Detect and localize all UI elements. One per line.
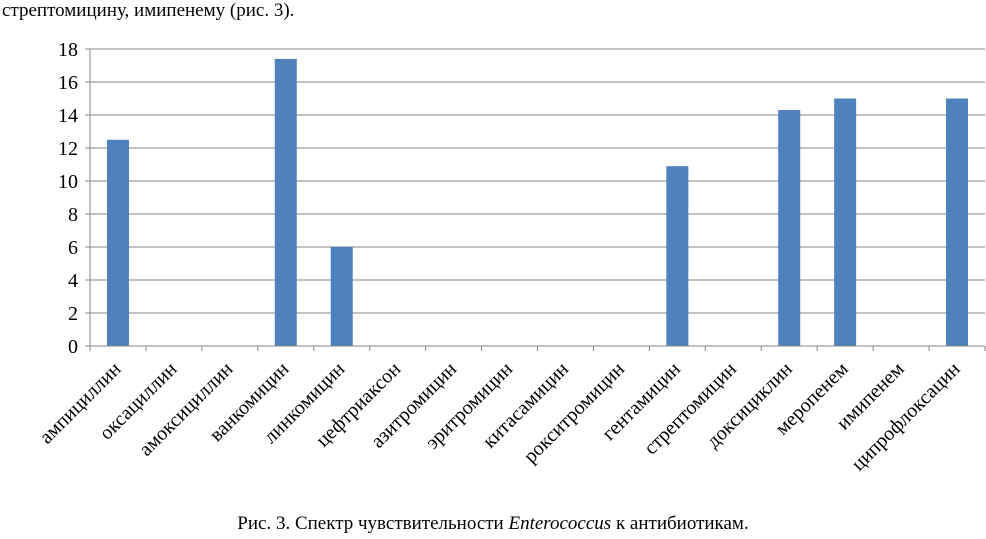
caption-suffix: к антибиотикам.: [611, 513, 749, 534]
gridlines: [90, 48, 985, 314]
x-tick-label: рокситромицин: [519, 358, 629, 468]
bar-chart: 0 2 4 6 8 10 12 14 16 18 ампициллиноксациллинамок…: [35, 39, 986, 476]
axes: [85, 48, 986, 351]
y-axis-tick-labels: 0 2 4 6 8 10 12 14 16 18: [58, 39, 78, 358]
y-tick-label: 2: [68, 303, 78, 325]
y-tick-label: 4: [68, 270, 78, 292]
y-tick-label: 10: [58, 171, 78, 193]
figure-caption: Рис. 3. Спектр чувствительности Enteroco…: [0, 513, 986, 535]
bar-16: [946, 98, 969, 346]
caption-italic: Enterococcus: [508, 513, 612, 534]
y-tick-label: 0: [68, 336, 78, 358]
bar-13: [778, 110, 801, 346]
caption-prefix: Рис. 3. Спектр чувствительности: [237, 513, 509, 534]
bar-4: [274, 58, 297, 347]
intro-text: стрептомицину, имипенему (рис. 3).: [2, 0, 295, 21]
y-tick-label: 8: [68, 204, 78, 226]
bar-5: [330, 247, 353, 346]
bar-14: [834, 98, 857, 346]
x-axis-tick-labels: ампициллиноксациллинамоксициллинванкомиц…: [35, 358, 965, 476]
bar-1: [106, 139, 129, 346]
y-tick-label: 14: [58, 105, 78, 127]
y-tick-label: 18: [58, 39, 78, 61]
y-tick-label: 12: [58, 138, 78, 160]
y-tick-label: 6: [68, 237, 78, 259]
bars: [106, 58, 969, 347]
bar-11: [666, 166, 689, 346]
y-tick-label: 16: [58, 72, 78, 94]
